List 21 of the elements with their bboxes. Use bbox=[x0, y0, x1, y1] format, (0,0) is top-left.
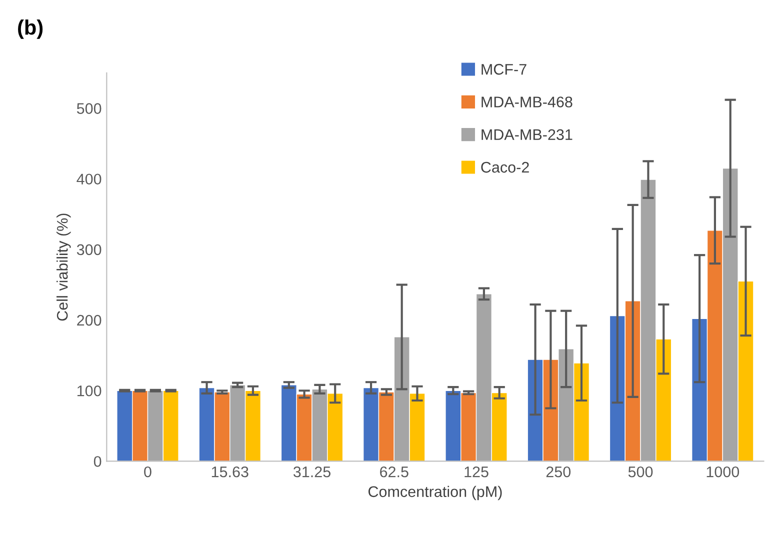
x-tick-label: 62.5 bbox=[380, 466, 408, 478]
x-tick-label: 1000 bbox=[706, 466, 740, 478]
y-tick-label: 0 bbox=[94, 456, 102, 467]
x-tick-label: 31.25 bbox=[293, 466, 330, 478]
y-axis-title: Cell viability (%) bbox=[56, 214, 71, 321]
legend-label: MCF-7 bbox=[482, 64, 526, 75]
legend-label: MDA-MB-468 bbox=[482, 96, 572, 108]
y-tick-label: 500 bbox=[76, 103, 102, 114]
x-tick-label: 250 bbox=[546, 466, 571, 478]
x-tick-label: 0 bbox=[144, 466, 152, 478]
legend-label: Caco-2 bbox=[481, 162, 529, 173]
legend-label: MDA-MB-231 bbox=[482, 129, 572, 140]
y-tick-label: 100 bbox=[77, 385, 102, 396]
x-tick-label: 15.63 bbox=[212, 466, 248, 478]
y-tick-label: 200 bbox=[77, 314, 102, 326]
x-axis-title: Comcentration (pM) bbox=[368, 486, 502, 500]
y-tick-label: 400 bbox=[76, 174, 102, 185]
x-tick-label: 500 bbox=[628, 466, 653, 478]
x-tick-label: 125 bbox=[464, 466, 488, 478]
chart-title: (b) bbox=[18, 19, 43, 39]
y-tick-label: 300 bbox=[76, 244, 102, 256]
